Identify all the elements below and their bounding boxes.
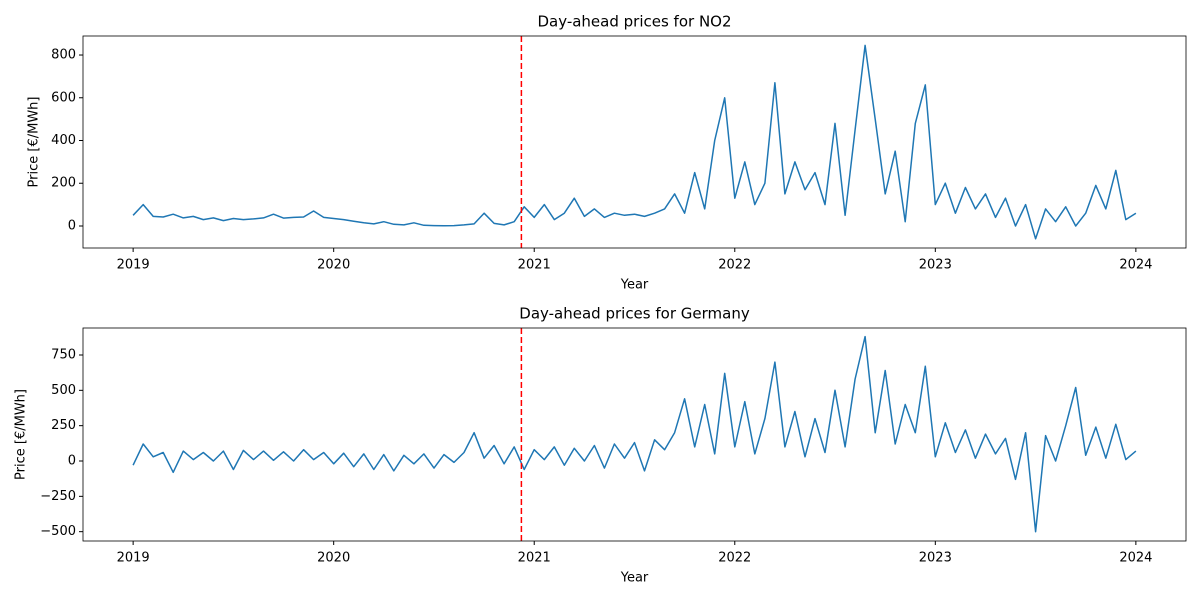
y-tick-label: 0	[68, 454, 76, 469]
y-tick-label: 200	[51, 176, 76, 191]
y-tick-label: −250	[40, 489, 76, 504]
y-tick-label: 400	[51, 133, 76, 148]
chart-title: Day-ahead prices for Germany	[519, 305, 750, 323]
x-tick-label: 2024	[1119, 258, 1152, 273]
x-tick-label: 2021	[518, 258, 551, 273]
y-tick-label: 500	[51, 383, 76, 398]
plot-frame	[82, 327, 1187, 542]
y-axis-label: Price [€/MWh]	[27, 97, 42, 188]
y-tick-label: 800	[51, 48, 76, 63]
x-tick-label: 2022	[718, 258, 751, 273]
y-tick-label: 600	[51, 90, 76, 105]
x-tick-label: 2022	[718, 551, 751, 566]
x-tick-label: 2019	[117, 258, 150, 273]
y-axis-label: Price [€/MWh]	[14, 389, 29, 480]
x-axis-label: Year	[620, 571, 649, 586]
y-tick-label: 750	[51, 347, 76, 362]
y-tick-label: 250	[51, 418, 76, 433]
y-tick-label: −500	[40, 524, 76, 539]
x-tick-label: 2021	[518, 551, 551, 566]
x-tick-label: 2020	[317, 258, 350, 273]
plot-frame	[82, 35, 1187, 249]
price-line	[132, 335, 1137, 533]
y-tick-label: 0	[68, 218, 76, 233]
price-line	[132, 44, 1137, 240]
x-tick-label: 2020	[317, 551, 350, 566]
chart-title: Day-ahead prices for NO2	[537, 13, 731, 31]
x-tick-label: 2023	[919, 551, 952, 566]
x-tick-label: 2023	[919, 258, 952, 273]
x-tick-label: 2019	[117, 551, 150, 566]
x-tick-label: 2024	[1119, 551, 1152, 566]
x-axis-label: Year	[620, 278, 649, 293]
